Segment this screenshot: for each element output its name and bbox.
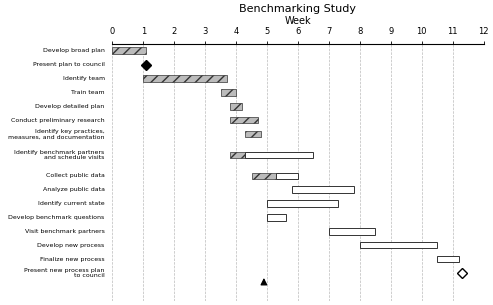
Bar: [230, 117, 258, 124]
Bar: [292, 186, 353, 193]
Bar: [276, 173, 298, 179]
Bar: [230, 152, 246, 158]
Bar: [360, 242, 437, 249]
Bar: [267, 200, 338, 207]
Bar: [112, 48, 146, 54]
Bar: [329, 228, 375, 235]
X-axis label: Week: Week: [284, 16, 311, 26]
Bar: [143, 75, 227, 82]
Bar: [220, 89, 236, 96]
Bar: [230, 103, 242, 109]
Bar: [267, 214, 285, 221]
Bar: [437, 256, 459, 262]
Title: Benchmarking Study: Benchmarking Study: [240, 4, 356, 14]
Bar: [251, 173, 276, 179]
Bar: [246, 152, 314, 158]
Bar: [246, 131, 261, 137]
